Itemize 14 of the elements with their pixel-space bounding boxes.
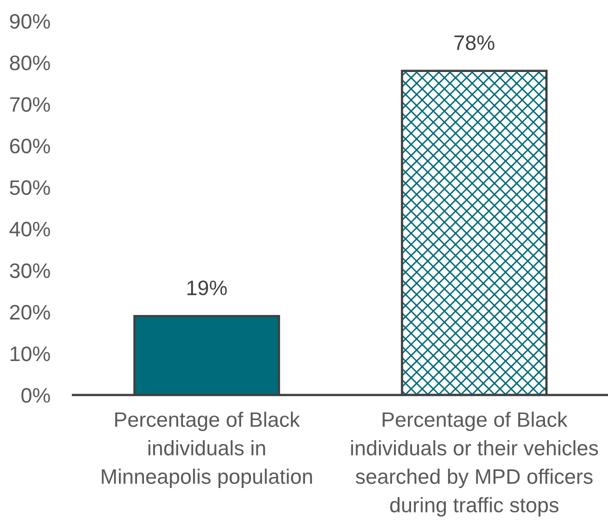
y-tick-label: 90% <box>10 14 50 29</box>
y-tick-label: 60% <box>10 138 50 154</box>
x-tick-label: Percentage of Black individuals in Minneapolis population <box>102 412 312 488</box>
x-tick-label: Percentage of Black individuals or their vehicles searched by MPD officers during traffic stops <box>351 412 598 517</box>
y-tick-label: 50% <box>10 180 50 195</box>
y-tick-label: 40% <box>10 222 50 237</box>
data-label: 78% <box>454 35 494 50</box>
data-label: 19% <box>187 280 227 296</box>
y-tick-label: 20% <box>10 304 50 320</box>
y-tick-label: 80% <box>10 56 50 70</box>
y-tick-label: 30% <box>10 263 50 278</box>
y-tick-label: 0% <box>21 388 50 403</box>
y-tick-label: 10% <box>10 346 50 362</box>
y-tick-label: 70% <box>10 97 50 112</box>
